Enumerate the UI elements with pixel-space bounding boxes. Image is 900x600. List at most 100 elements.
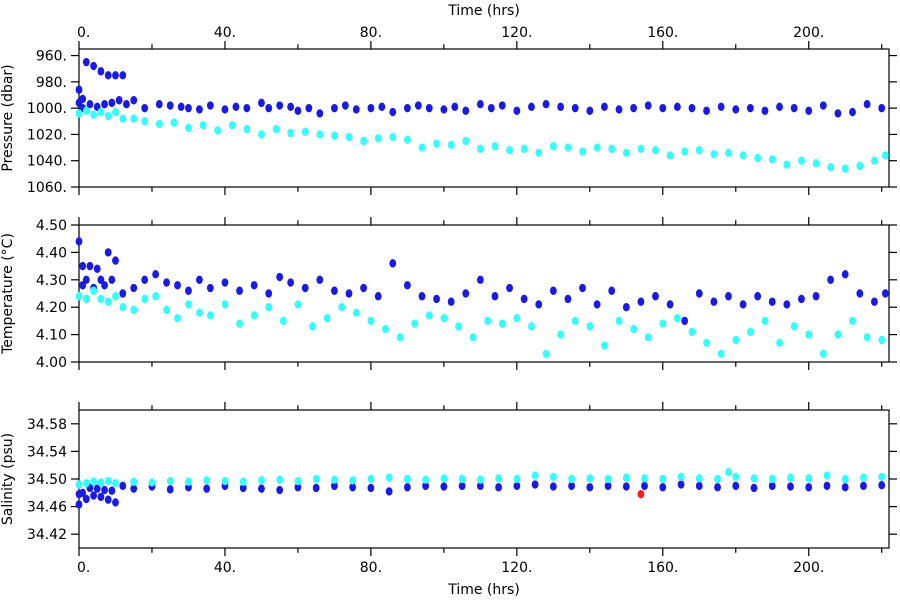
data-point — [659, 483, 667, 492]
data-point — [458, 474, 466, 484]
data-point — [542, 349, 550, 358]
data-point — [790, 103, 798, 113]
data-point — [239, 477, 247, 486]
data-point — [776, 338, 783, 348]
data-point — [688, 103, 696, 113]
data-point — [557, 102, 565, 112]
data-point — [447, 297, 455, 306]
data-point — [798, 156, 805, 165]
data-point — [615, 316, 623, 326]
data-point — [75, 292, 83, 301]
data-point — [418, 143, 426, 152]
data-point — [579, 283, 586, 293]
data-point — [86, 100, 94, 109]
data-point — [812, 292, 820, 301]
data-point — [725, 292, 732, 301]
data-point — [112, 107, 119, 117]
data-point — [294, 483, 302, 492]
data-point — [112, 256, 119, 265]
temperature-y-tick-label: 4.50 — [36, 218, 67, 234]
data-point — [819, 349, 827, 358]
data-point — [783, 300, 791, 309]
data-point — [250, 281, 258, 290]
data-point — [754, 153, 762, 163]
data-point — [112, 292, 119, 301]
data-point — [637, 489, 645, 499]
data-point — [367, 474, 375, 484]
data-point — [265, 103, 273, 113]
data-point — [823, 471, 831, 480]
data-point — [185, 103, 192, 113]
data-point — [104, 248, 112, 257]
bottom-x-axis-title: Time (hrs) — [447, 582, 520, 598]
data-point — [447, 140, 455, 150]
data-point — [385, 487, 393, 496]
data-point — [834, 330, 842, 339]
data-point — [714, 483, 721, 492]
data-point — [93, 484, 101, 493]
data-point — [276, 485, 284, 495]
top-x-axis-title: Time (hrs) — [447, 3, 520, 19]
top-x-tick-label: 120. — [501, 25, 532, 41]
data-point — [841, 164, 849, 173]
pressure-y-tick-label: 980. — [36, 75, 67, 91]
data-point — [571, 103, 579, 113]
data-point — [622, 303, 630, 312]
data-point — [382, 324, 389, 334]
data-point — [659, 474, 667, 484]
data-point — [637, 297, 645, 306]
data-point — [549, 482, 557, 491]
data-point — [312, 474, 320, 484]
data-point — [513, 474, 521, 484]
data-point — [265, 289, 273, 298]
data-point — [568, 481, 575, 491]
data-point — [528, 322, 535, 331]
data-point — [75, 480, 83, 489]
data-point — [714, 474, 721, 484]
data-point — [119, 481, 127, 491]
data-point — [768, 297, 776, 306]
data-point — [695, 481, 703, 491]
data-point — [863, 100, 871, 109]
data-point — [221, 105, 229, 114]
data-point — [90, 491, 97, 500]
data-point — [360, 283, 367, 293]
data-point — [878, 335, 886, 345]
data-point — [787, 473, 794, 482]
data-point — [276, 475, 284, 484]
data-point — [331, 131, 338, 140]
data-point — [878, 103, 886, 113]
data-point — [462, 106, 470, 115]
data-point — [750, 474, 758, 483]
data-point — [287, 128, 295, 138]
data-point — [531, 471, 539, 480]
data-point — [403, 483, 411, 492]
data-point — [491, 292, 499, 301]
data-point — [108, 486, 116, 495]
data-point — [196, 275, 203, 284]
data-point — [673, 102, 681, 112]
data-point — [878, 481, 886, 490]
data-point — [871, 297, 878, 306]
salinity-y-tick-label: 34.46 — [27, 500, 67, 516]
data-point — [258, 98, 265, 108]
data-point — [396, 333, 404, 342]
data-point — [108, 275, 116, 284]
data-point — [214, 126, 222, 135]
data-point — [601, 341, 608, 350]
pressure-plot-frame — [78, 48, 890, 188]
data-point — [338, 303, 346, 312]
data-point — [228, 121, 236, 130]
data-point — [349, 476, 357, 485]
data-point — [276, 272, 284, 282]
pressure-y-tick-label: 1060. — [27, 180, 67, 196]
data-point — [476, 481, 484, 491]
data-point — [331, 103, 338, 113]
data-point — [185, 477, 192, 486]
data-point — [141, 275, 149, 284]
bottom-x-tick-label: 200. — [793, 560, 824, 576]
data-point — [294, 106, 302, 115]
data-point — [130, 283, 138, 293]
data-point — [221, 278, 229, 287]
data-point — [418, 292, 426, 301]
